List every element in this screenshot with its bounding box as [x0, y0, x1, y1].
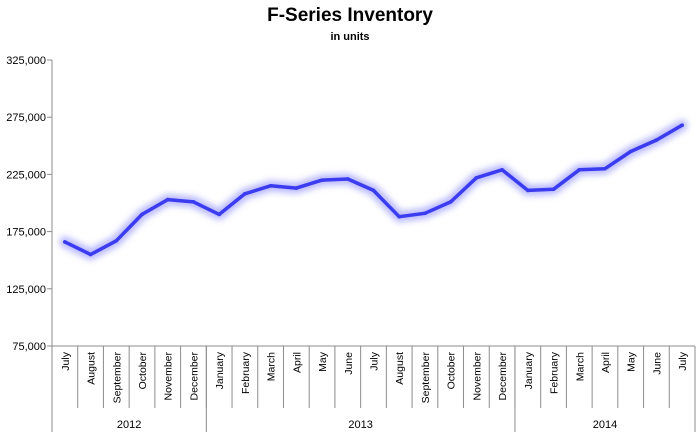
y-tick-label: 75,000 — [12, 341, 46, 353]
x-tick-label: June — [343, 352, 355, 375]
data-point — [140, 212, 144, 217]
data-point — [191, 200, 196, 204]
y-tick-label: 225,000 — [6, 169, 46, 181]
data-point — [397, 214, 402, 219]
data-point — [474, 176, 479, 180]
data-point — [114, 238, 119, 243]
data-point — [500, 168, 504, 172]
x-tick-label: March — [574, 352, 586, 381]
year-label: 2012 — [117, 419, 141, 431]
y-tick-label: 325,000 — [6, 55, 46, 67]
x-tick-label: July — [677, 351, 689, 370]
year-label: 2013 — [348, 419, 372, 431]
x-tick-label: July — [60, 351, 72, 370]
y-tick-label: 125,000 — [6, 284, 46, 296]
x-tick-label: July — [369, 351, 381, 370]
data-point — [526, 188, 530, 193]
x-tick-label: February — [549, 351, 561, 394]
data-point — [603, 166, 607, 171]
x-tick-label: October — [446, 352, 458, 390]
x-tick-label: August — [394, 352, 406, 385]
data-point — [577, 168, 582, 172]
x-tick-label: April — [291, 352, 303, 373]
data-point — [628, 149, 633, 154]
x-tick-label: April — [600, 352, 612, 373]
data-point — [268, 184, 273, 188]
data-point — [88, 252, 93, 257]
x-tick-label: January — [214, 351, 226, 389]
y-axis-ticks: 325,000 275,000 225,000 175,000 125,000 75,00… — [6, 55, 52, 353]
x-tick-label: June — [651, 352, 663, 375]
x-tick-label: March — [266, 352, 278, 381]
data-point — [345, 177, 350, 181]
data-point — [654, 138, 659, 142]
data-point — [448, 200, 453, 204]
data-point — [423, 211, 427, 216]
data-point — [371, 188, 376, 193]
chart-subtitle: in units — [330, 31, 370, 43]
y-tick-label: 175,000 — [6, 227, 46, 239]
x-tick-label: September — [420, 352, 432, 404]
x-tick-label: February — [240, 351, 252, 394]
x-tick-label: November — [471, 351, 483, 400]
x-tick-label: December — [497, 351, 509, 400]
x-tick-label: August — [86, 352, 98, 385]
data-point — [680, 123, 684, 128]
chart-title: F-Series Inventory — [267, 5, 433, 26]
axes — [51, 60, 695, 347]
data-point — [165, 197, 170, 202]
data-point — [294, 186, 299, 190]
data-point — [63, 240, 67, 244]
x-axis-ticks: July August September October November Decemb… — [51, 346, 696, 432]
x-tick-label: December — [188, 351, 200, 400]
data-point — [320, 178, 324, 182]
data-point — [243, 192, 247, 196]
x-tick-label: May — [317, 351, 329, 372]
year-label: 2014 — [593, 419, 617, 431]
x-tick-label: November — [163, 351, 175, 400]
data-point — [551, 187, 556, 192]
x-tick-label: January — [523, 351, 535, 389]
y-tick-label: 275,000 — [6, 112, 46, 124]
data-point — [217, 212, 221, 217]
x-tick-label: September — [111, 352, 123, 404]
x-tick-label: October — [137, 352, 149, 390]
series-group — [59, 119, 688, 260]
x-tick-label: May — [626, 351, 638, 372]
